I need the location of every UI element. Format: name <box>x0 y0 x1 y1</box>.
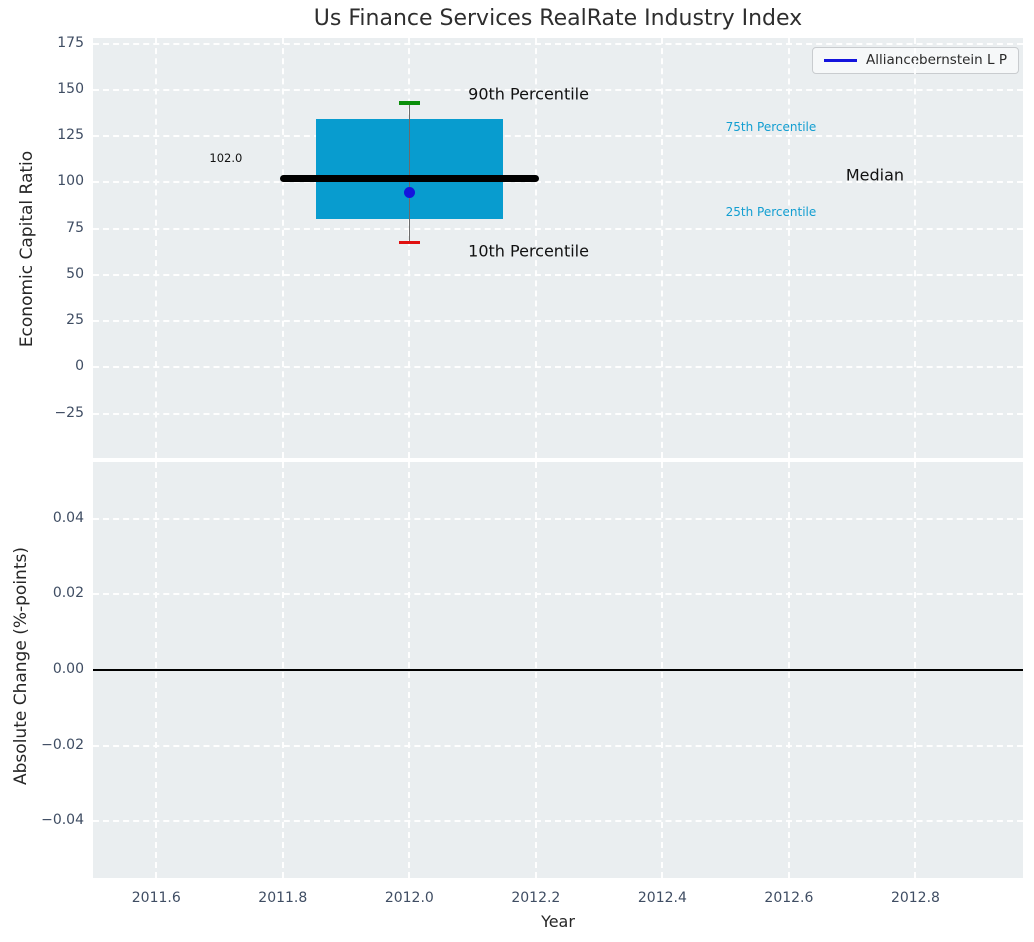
y-tick-label: 0 <box>75 358 84 375</box>
y-tick-label: 75 <box>66 219 84 236</box>
gridline-horizontal <box>93 412 1023 415</box>
legend-line-swatch <box>824 58 858 62</box>
y-tick-label: 0.02 <box>52 585 84 602</box>
annotation-25th-percentile: 25th Percentile <box>725 204 817 219</box>
gridline-horizontal <box>93 320 1023 323</box>
chart-title: Us Finance Services RealRate Industry In… <box>313 6 803 31</box>
y-tick-label: 0.00 <box>52 661 84 677</box>
whisker-cap-90th <box>398 101 421 105</box>
gridline-vertical <box>914 38 917 458</box>
gridline-horizontal <box>93 273 1023 276</box>
gridline-horizontal <box>93 88 1023 91</box>
x-axis-label: Year <box>541 912 575 931</box>
y-tick-label: 0.04 <box>52 509 84 526</box>
y-tick-label: 125 <box>57 127 84 144</box>
gridline-horizontal <box>93 744 1023 747</box>
y-tick-label: 50 <box>66 265 84 282</box>
gridline-horizontal <box>93 135 1023 138</box>
gridline-vertical <box>787 38 790 458</box>
whisker-cap-10th <box>398 240 421 245</box>
y-tick-label: 175 <box>57 34 84 51</box>
annotation-10th-percentile: 10th Percentile <box>468 241 589 261</box>
gridline-vertical <box>534 38 537 458</box>
x-tick-label: 2012.6 <box>764 890 814 906</box>
gridline-horizontal <box>93 227 1023 230</box>
gridline-vertical <box>155 38 158 458</box>
zero-line <box>93 669 1023 671</box>
gridline-horizontal <box>93 366 1023 369</box>
legend-label: Alliancebernstein L P <box>866 52 1007 68</box>
annotation-median: Median <box>845 165 905 185</box>
x-tick-label: 2012.4 <box>637 890 687 906</box>
whisker-line <box>408 102 411 243</box>
gridline-vertical <box>408 38 411 458</box>
x-tick-label: 2011.8 <box>258 890 308 906</box>
annotation-90th-percentile: 90th Percentile <box>468 84 589 103</box>
x-tick-label: 2011.6 <box>131 890 181 906</box>
y-tick-label: 150 <box>57 80 84 97</box>
median-line <box>279 175 539 183</box>
x-tick-label: 2012.8 <box>890 890 940 906</box>
annotation-75th-percentile: 75th Percentile <box>725 119 817 134</box>
y-tick-label: −0.04 <box>41 812 84 829</box>
axes-bottom <box>93 462 1023 878</box>
gridline-horizontal <box>93 820 1023 823</box>
x-tick-label: 2012.0 <box>384 890 434 906</box>
gridline-vertical <box>661 38 664 458</box>
y-tick-label: −0.02 <box>41 736 84 753</box>
annotation-102-0: 102.0 <box>209 151 243 166</box>
x-tick-label: 2012.2 <box>511 890 561 906</box>
gridline-horizontal <box>93 181 1023 184</box>
gridline-vertical <box>281 38 284 458</box>
gridline-horizontal <box>93 42 1023 45</box>
company-marker <box>403 186 415 198</box>
axes-top: Alliancebernstein L P 90th Percentile 10t… <box>93 38 1023 458</box>
gridline-horizontal <box>93 517 1023 520</box>
gridline-horizontal <box>93 593 1023 596</box>
y-tick-label: 25 <box>66 312 84 329</box>
y-tick-label: −25 <box>54 404 84 421</box>
y-tick-label: 100 <box>57 173 84 190</box>
